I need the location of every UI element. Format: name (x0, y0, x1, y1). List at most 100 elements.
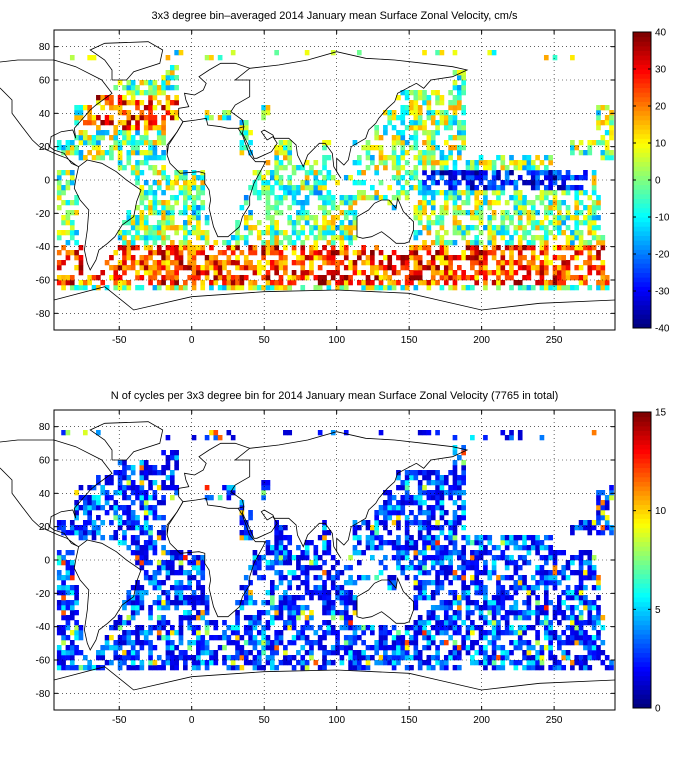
data-cell (439, 585, 445, 591)
data-cell (487, 225, 493, 231)
data-cell (278, 240, 284, 246)
data-cell (126, 635, 132, 641)
data-cell (383, 490, 388, 496)
data-cell (191, 230, 197, 236)
data-cell (117, 665, 123, 671)
data-cell (461, 285, 466, 291)
data-cell (78, 270, 84, 276)
data-cell (148, 665, 153, 671)
data-cell (496, 595, 501, 601)
data-cell (178, 250, 184, 256)
data-cell (339, 600, 345, 606)
data-cell (439, 580, 445, 586)
data-cell (526, 210, 532, 216)
data-cell (122, 235, 127, 241)
data-cell (600, 275, 606, 281)
data-cell (413, 515, 419, 521)
data-cell (539, 195, 545, 201)
data-cell (61, 585, 66, 591)
data-cell (561, 630, 567, 636)
data-cell (604, 495, 610, 501)
data-cell (104, 130, 110, 136)
data-cell (278, 615, 284, 621)
data-cell (226, 275, 232, 281)
data-cell (191, 435, 197, 441)
data-cell (165, 220, 171, 226)
data-cell (139, 170, 145, 176)
data-cell (526, 200, 532, 206)
data-cell (300, 645, 306, 651)
data-cell (430, 565, 436, 571)
data-cell (283, 660, 288, 666)
data-cell (435, 130, 440, 136)
data-cell (174, 100, 179, 106)
data-cell (530, 240, 536, 246)
data-cell (487, 660, 493, 666)
data-cell (478, 240, 484, 246)
data-cell (269, 665, 275, 671)
data-cell (165, 590, 171, 596)
data-cell (526, 220, 532, 226)
data-cell (561, 180, 567, 186)
data-cell (65, 200, 71, 206)
data-cell (322, 175, 327, 181)
data-cell (448, 170, 453, 176)
data-cell (417, 270, 423, 276)
data-cell (596, 645, 601, 651)
data-cell (370, 195, 375, 201)
data-cell (396, 180, 401, 186)
data-cell (387, 280, 393, 286)
data-cell (522, 535, 527, 541)
data-cell (183, 610, 188, 616)
data-cell (100, 120, 106, 126)
data-cell (422, 160, 427, 166)
data-cell (539, 220, 545, 226)
data-cell (356, 160, 362, 166)
data-cell (274, 250, 279, 256)
data-cell (296, 230, 301, 236)
data-cell (126, 595, 132, 601)
data-cell (465, 535, 471, 541)
data-cell (130, 90, 136, 96)
data-cell (322, 605, 327, 611)
data-cell (291, 665, 297, 671)
data-cell (339, 285, 345, 291)
data-cell (283, 560, 288, 566)
data-cell (287, 660, 293, 666)
data-cell (139, 210, 145, 216)
data-cell (456, 600, 462, 606)
data-cell (283, 265, 288, 271)
data-cell (235, 260, 240, 266)
data-cell (522, 180, 527, 186)
data-cell (252, 635, 258, 641)
data-cell (135, 145, 140, 151)
data-cell (409, 105, 414, 111)
data-cell (178, 265, 184, 271)
data-cell (361, 575, 366, 581)
data-cell (274, 180, 279, 186)
data-cell (61, 560, 66, 566)
data-cell (496, 170, 501, 176)
data-cell (122, 120, 127, 126)
data-cell (239, 645, 245, 651)
data-cell (252, 565, 258, 571)
data-cell (474, 540, 480, 546)
data-cell (470, 560, 475, 566)
data-cell (396, 475, 401, 481)
data-cell (470, 540, 475, 546)
data-cell (278, 265, 284, 271)
data-cell (65, 240, 71, 246)
data-cell (596, 125, 601, 131)
data-cell (456, 645, 462, 651)
data-cell (143, 500, 149, 506)
data-cell (300, 185, 306, 191)
data-cell (417, 205, 423, 211)
data-cell (491, 240, 497, 246)
data-cell (287, 595, 293, 601)
data-cell (191, 565, 197, 571)
data-cell (135, 90, 140, 96)
data-cell (274, 650, 279, 656)
data-cell (152, 575, 158, 581)
data-cell (165, 180, 171, 186)
